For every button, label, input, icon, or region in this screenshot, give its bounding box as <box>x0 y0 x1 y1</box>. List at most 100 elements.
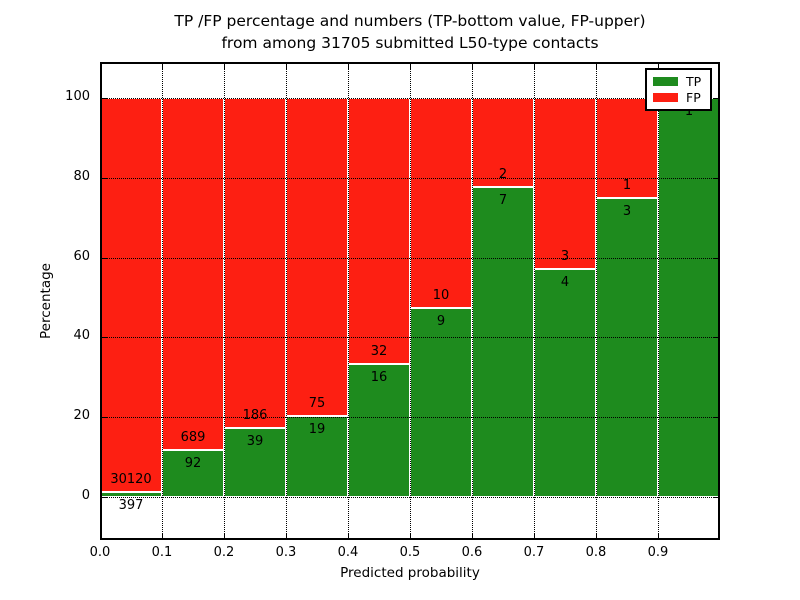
chart-title: TP /FP percentage and numbers (TP-bottom… <box>100 10 720 54</box>
bar-tp-count-label: 397 <box>118 497 144 513</box>
bar-fp-count-label: 3 <box>560 249 570 264</box>
chart-title-line2: from among 31705 submitted L50-type cont… <box>221 34 599 52</box>
x-tick-mark-bottom <box>286 533 287 538</box>
x-tick-mark-bottom <box>534 533 535 538</box>
x-tick-mark-top <box>719 64 720 69</box>
grid-line-vertical <box>348 62 349 540</box>
bar-tp-segment <box>410 308 472 497</box>
bar-fp-count-label: 1 <box>622 177 632 193</box>
grid-line-vertical <box>162 62 163 540</box>
x-tick-mark-top <box>658 64 659 69</box>
grid-line-vertical <box>658 62 659 540</box>
chart-title-line1: TP /FP percentage and numbers (TP-bottom… <box>174 12 646 30</box>
bar-fp-count-label: 2 <box>498 166 508 182</box>
grid-line-vertical <box>286 62 287 540</box>
y-tick-mark-right <box>713 257 718 259</box>
bar-tp-segment <box>596 197 658 497</box>
bar-tp-segment <box>224 427 286 497</box>
x-tick-mark-top <box>410 64 411 69</box>
y-tick-label: 100 <box>65 89 90 104</box>
legend-item: FP <box>653 91 704 104</box>
x-tick-mark-top <box>224 64 225 69</box>
bar-tp-count-label: 7 <box>498 192 508 208</box>
y-tick-mark-right <box>713 177 718 179</box>
y-tick-mark-left <box>102 497 107 498</box>
x-tick-mark-top <box>596 64 597 69</box>
bar-fp-count-label: 186 <box>242 407 268 423</box>
bar-fp-count-label: 75 <box>308 396 326 412</box>
bar-tp-count-label: 4 <box>560 275 570 290</box>
grid-line-vertical <box>224 62 225 540</box>
y-tick-label: 20 <box>73 408 90 424</box>
bar-tp-count-label: 92 <box>184 455 202 471</box>
x-tick-label: 0.6 <box>461 545 483 560</box>
bar-fp-segment <box>534 98 596 269</box>
x-tick-mark-top <box>286 64 287 69</box>
y-tick-mark-left <box>102 177 107 179</box>
x-tick-label: 0.2 <box>213 545 235 560</box>
plot-area: 30120 397 689 92 186 39 75 19 32 16 10 9 2 7 3 4 1 3 1 <box>100 62 720 540</box>
grid-line-vertical <box>472 62 473 540</box>
y-tick-mark-right <box>713 337 718 339</box>
y-tick-label: 40 <box>73 328 90 344</box>
bar-fp-segment <box>348 98 410 364</box>
x-tick-mark-bottom <box>410 533 411 538</box>
y-tick-mark-left <box>102 417 107 419</box>
y-tick-label: 60 <box>73 248 90 264</box>
bar-fp-segment <box>410 98 472 308</box>
bar-tp-count-label: 39 <box>246 433 264 449</box>
bar-fp-count-label: 689 <box>180 429 206 445</box>
y-tick-mark-left <box>102 98 107 99</box>
y-tick-label: 80 <box>73 168 90 184</box>
x-tick-mark-top <box>472 64 473 69</box>
grid-line-vertical <box>410 62 411 540</box>
legend-item: TP <box>653 75 704 88</box>
grid-line-vertical <box>596 62 597 540</box>
x-tick-mark-top <box>162 64 163 69</box>
bar-fp-segment <box>596 98 658 198</box>
x-tick-mark-bottom <box>719 533 720 538</box>
x-tick-mark-bottom <box>658 533 659 538</box>
legend-label: FP <box>686 90 701 106</box>
bar-fp-segment <box>224 98 286 428</box>
bar-fp-count-label: 30120 <box>110 471 152 487</box>
legend-swatch-tp-icon <box>653 76 678 86</box>
x-tick-label: 0.4 <box>337 545 359 560</box>
x-tick-mark-bottom <box>100 533 101 538</box>
bar-fp-segment <box>162 98 224 450</box>
x-tick-label: 0.7 <box>523 545 545 560</box>
bar-tp-count-label: 19 <box>308 422 326 438</box>
y-tick-mark-right <box>713 497 718 498</box>
bar-fp-segment <box>286 98 348 417</box>
x-tick-mark-bottom <box>224 533 225 538</box>
x-tick-label: 0.5 <box>399 545 421 560</box>
x-axis-label: Predicted probability <box>340 565 480 581</box>
bar-tp-segment <box>162 449 224 497</box>
x-tick-label: 0.1 <box>151 545 173 560</box>
legend: TP FP <box>645 68 712 111</box>
legend-label: TP <box>686 73 702 89</box>
x-tick-mark-bottom <box>348 533 349 538</box>
bar-tp-segment <box>472 186 534 497</box>
bar-tp-count-label: 9 <box>436 314 446 329</box>
x-tick-mark-bottom <box>596 533 597 538</box>
bar-fp-count-label: 10 <box>432 288 450 303</box>
bar-fp-count-label: 32 <box>370 344 388 359</box>
bar-tp-count-label: 3 <box>622 203 632 219</box>
x-tick-label: 0.0 <box>89 545 111 560</box>
bar-tp-count-label: 16 <box>370 370 388 385</box>
y-tick-mark-right <box>713 98 718 99</box>
x-tick-mark-top <box>348 64 349 69</box>
y-tick-mark-right <box>713 417 718 419</box>
legend-swatch-fp-icon <box>653 93 678 103</box>
bar-tp-segment <box>658 98 720 497</box>
y-tick-label: 0 <box>81 488 90 503</box>
x-tick-label: 0.8 <box>585 545 607 560</box>
bar-tp-count-label: 1 <box>684 104 694 119</box>
x-tick-mark-bottom <box>162 533 163 538</box>
x-tick-mark-top <box>534 64 535 69</box>
x-tick-mark-top <box>100 64 101 69</box>
bar-fp-segment <box>100 98 162 492</box>
y-tick-mark-left <box>102 257 107 259</box>
